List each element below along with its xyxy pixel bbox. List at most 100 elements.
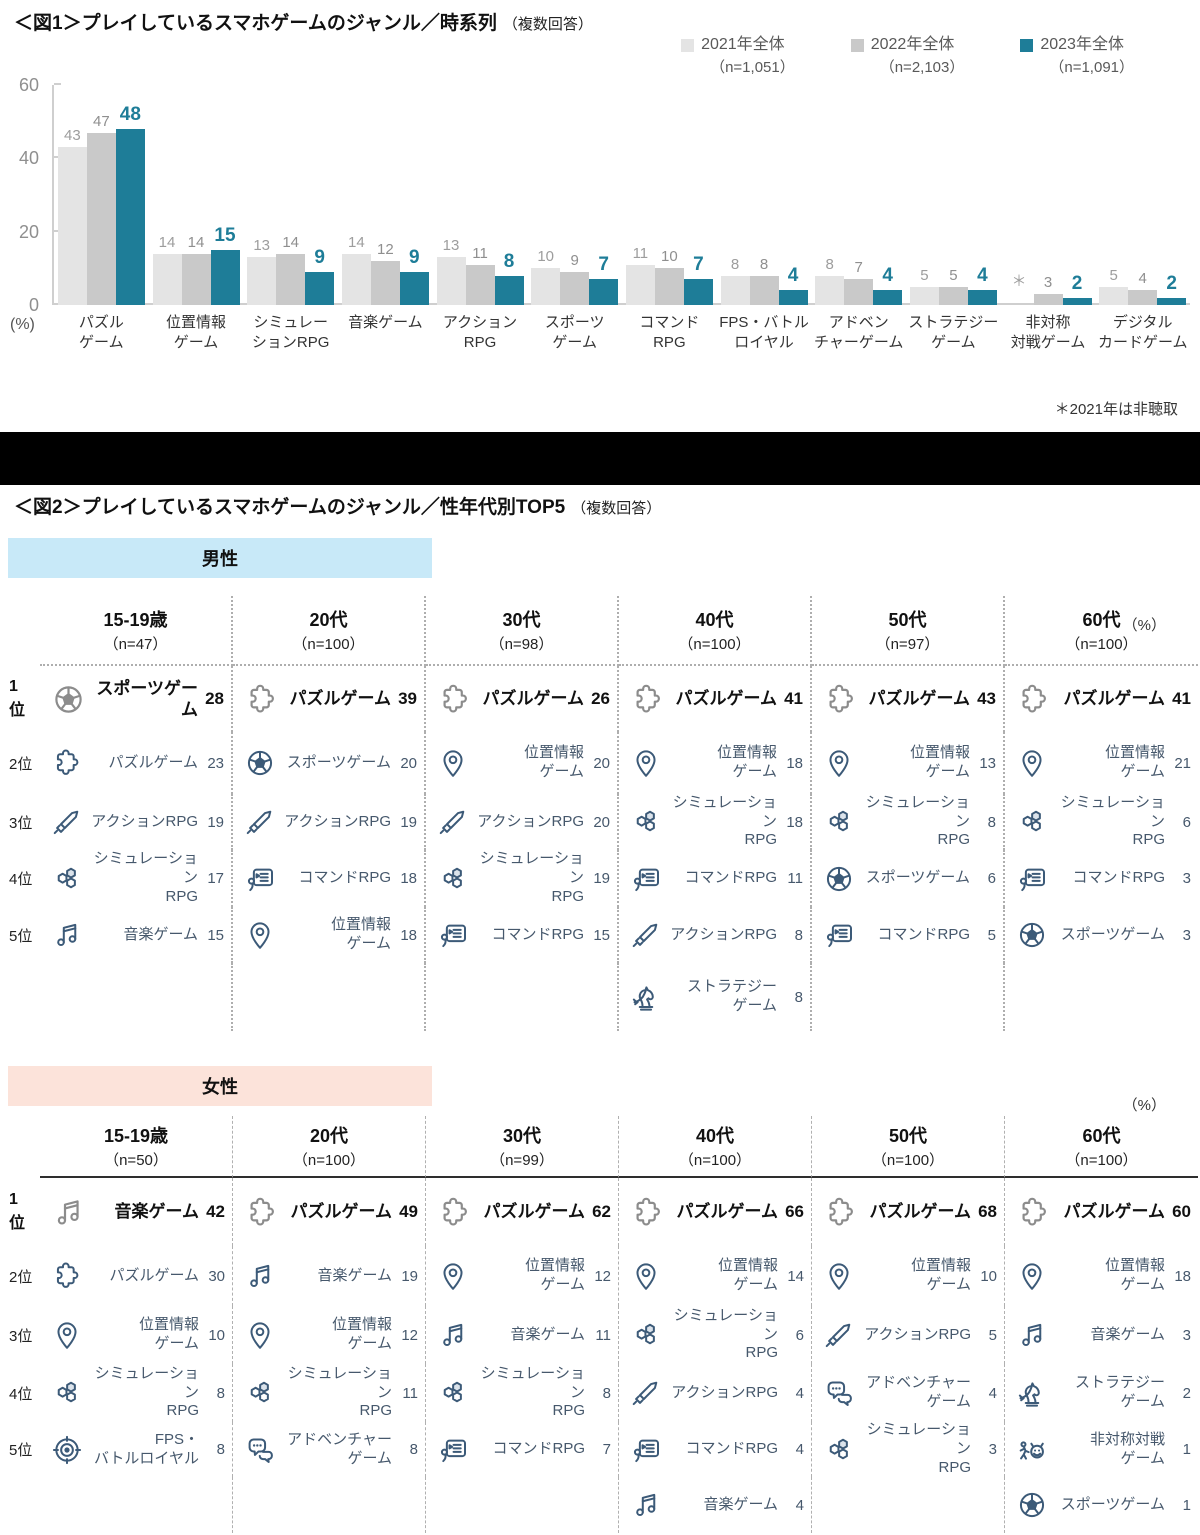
legend-label: 2023年全体 — [1040, 36, 1124, 53]
genre-value: 13 — [979, 754, 996, 772]
bar-2022年全体 — [86, 132, 116, 305]
age-column-header: 50代 （n=100） — [812, 1116, 1005, 1178]
genre-cell: パズルゲーム 66 — [619, 1178, 812, 1246]
bar-value-label: 7 — [598, 254, 609, 276]
genre-cell: アクションRPG 20 — [426, 794, 619, 850]
bar-2023年全体 — [589, 279, 619, 305]
genre-value: 7 — [602, 1441, 611, 1458]
command-menu-icon — [630, 863, 662, 895]
y-tick-mark — [54, 229, 61, 232]
bar-value-label: 2 — [1071, 272, 1083, 294]
figure1-title: ＜図1＞プレイしているスマホゲームのジャンル／時系列 （複数回答） — [14, 8, 593, 35]
y-tick-label: 0 — [28, 295, 39, 315]
puzzle-piece-icon — [823, 1195, 858, 1230]
genre-label: シミュレーション RPG — [866, 1421, 971, 1476]
y-tick-label: 20 — [18, 221, 39, 242]
age-label: 40代 — [695, 610, 734, 630]
genre-label: パズルゲーム — [675, 689, 778, 709]
genre-label: パズルゲーム — [869, 1202, 972, 1222]
legend-item: 2023年全体 （n=1,091） — [1020, 34, 1134, 77]
empty-cell — [426, 963, 619, 1031]
bars: 5 5 4 — [906, 85, 1001, 305]
genre-label: 位置情報 ゲーム — [909, 744, 970, 780]
genre-value: 8 — [602, 1384, 611, 1402]
genre-label: コマンドRPG — [684, 869, 777, 887]
age-column-header: 20代 （n=100） — [233, 596, 426, 666]
genre-cell: パズルゲーム 41 — [1005, 666, 1198, 732]
music-note-icon — [51, 1195, 86, 1230]
genre-value: 43 — [977, 689, 996, 708]
age-label: 40代 — [695, 1126, 735, 1146]
bar-2023年全体 — [683, 279, 713, 305]
location-pin-icon — [437, 747, 469, 779]
genre-cell: パズルゲーム 26 — [426, 666, 619, 732]
genre-label: 位置情報 ゲーム — [716, 744, 777, 780]
category-label: 位置情報 ゲーム — [165, 314, 227, 351]
genre-cell: アクションRPG 19 — [233, 794, 426, 850]
location-pin-icon — [437, 1260, 469, 1292]
puzzle-piece-icon — [244, 1195, 279, 1230]
empty-cell — [812, 1477, 1005, 1533]
bar-value-label: 9 — [570, 252, 579, 269]
figure1-title-text: ＜図1＞プレイしているスマホゲームのジャンル／時系列 — [14, 13, 497, 34]
puzzle-piece-icon — [630, 1195, 665, 1230]
genre-label: アクションRPG — [284, 812, 391, 830]
bar-slot: 14 — [341, 85, 371, 305]
bar-value-label: 4 — [882, 265, 893, 287]
genre-cell: パズルゲーム 43 — [812, 666, 1005, 732]
genre-value: 11 — [595, 1326, 611, 1344]
bars: 11 10 7 — [622, 85, 717, 305]
bar-2023年全体 — [210, 250, 240, 305]
empty-cell — [233, 1477, 426, 1533]
legend-item: 2022年全体 （n=2,103） — [850, 34, 964, 77]
sword-icon — [244, 806, 276, 838]
sword-icon — [51, 806, 83, 838]
bar-2021年全体 — [720, 275, 750, 305]
genre-cell: 位置情報 ゲーム 21 — [1005, 732, 1198, 794]
command-menu-icon — [1016, 863, 1048, 895]
genre-value: 20 — [400, 754, 417, 772]
genre-cell: シミュレーション RPG 17 — [40, 850, 233, 907]
genre-label: コマンドRPG — [1072, 869, 1165, 887]
percent-unit-female: （%） — [1122, 1097, 1166, 1114]
genre-cell: スポーツゲーム 3 — [1005, 907, 1198, 963]
age-column-header: 60代 （n=100） — [1005, 596, 1198, 666]
bar-2022年全体 — [749, 275, 779, 305]
bar-slot: 13 — [247, 85, 277, 305]
bar-slot: ＊ — [1005, 85, 1034, 305]
genre-cell: シミュレーション RPG 11 — [233, 1364, 426, 1422]
genre-label: シミュレーション RPG — [479, 850, 584, 905]
empty-cell — [40, 963, 233, 1031]
rank-label: 1位 — [9, 1191, 26, 1232]
sample-size: （n=100） — [1065, 1152, 1138, 1169]
genre-value: 12 — [594, 1267, 611, 1285]
genre-value: 10 — [980, 1267, 997, 1285]
rank-label: 1位 — [9, 678, 26, 719]
bar-value-label: 4 — [977, 265, 988, 287]
bar-2022年全体 — [844, 279, 874, 305]
genre-label: パズルゲーム — [289, 689, 392, 709]
bar-slot: 8 — [720, 85, 750, 305]
bar-value-label: 8 — [825, 255, 834, 273]
bar-2023年全体 — [305, 272, 335, 305]
genre-cell: パズルゲーム 41 — [619, 666, 812, 732]
legend-n: （n=1,091） — [1049, 58, 1134, 76]
bar-group: 10 9 7 スポーツ ゲーム — [527, 85, 622, 351]
genre-label: シミュレーション RPG — [672, 793, 777, 849]
bar-2021年全体 — [531, 268, 561, 305]
genre-value: 2 — [1182, 1384, 1191, 1402]
genre-value: 28 — [205, 689, 224, 708]
bars: 13 14 9 — [243, 85, 338, 305]
rank-gutter-header — [0, 596, 40, 666]
genre-value: 20 — [593, 754, 610, 772]
genre-value: 6 — [987, 870, 996, 887]
bars: 43 47 48 — [54, 85, 149, 305]
sword-icon — [437, 806, 469, 838]
genre-value: 26 — [591, 689, 610, 708]
bar-2022年全体 — [465, 264, 495, 305]
genre-cell: コマンドRPG 15 — [426, 907, 619, 963]
bar-slot: 4 — [873, 85, 903, 305]
location-pin-icon — [244, 919, 276, 951]
bar-value-label: 14 — [158, 233, 176, 251]
